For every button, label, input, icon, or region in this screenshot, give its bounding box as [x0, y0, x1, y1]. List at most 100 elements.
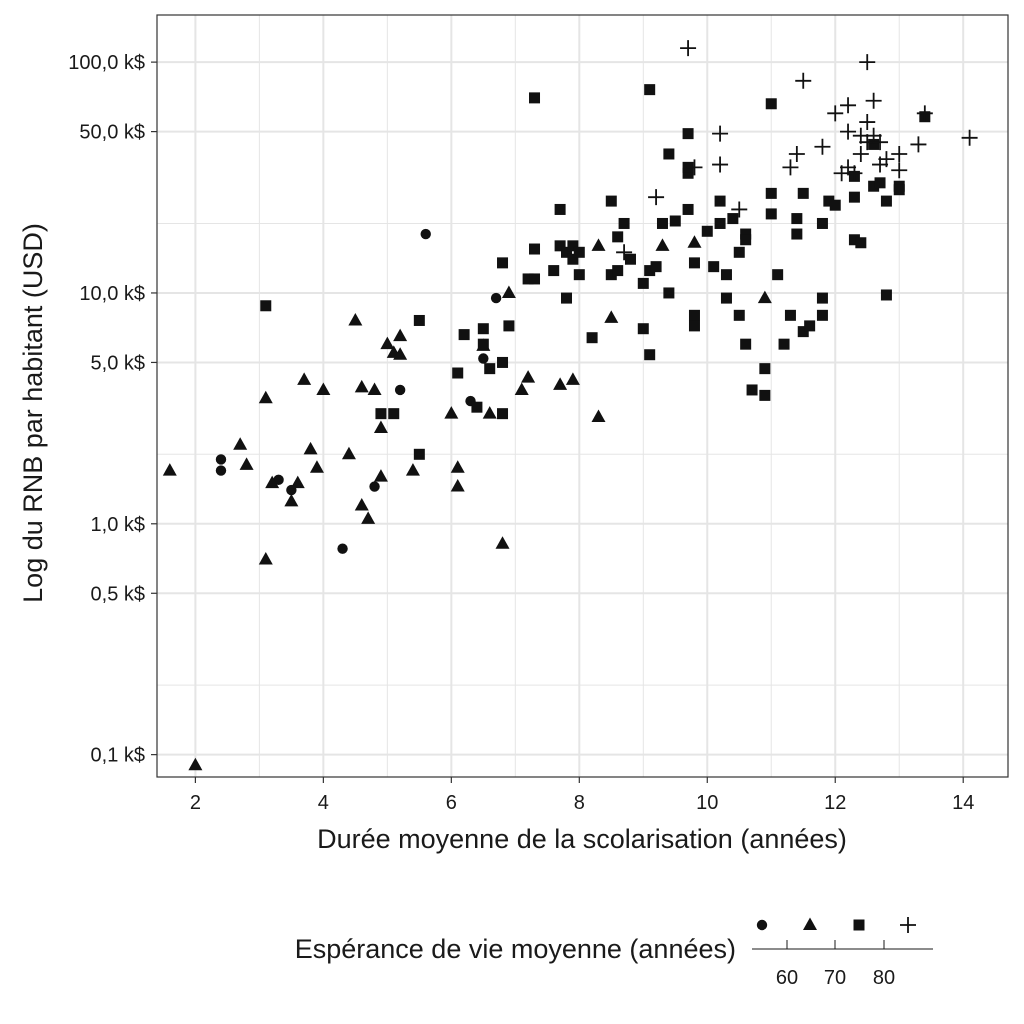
point-square [714, 195, 726, 207]
point-circle [215, 454, 227, 465]
point-triangle [514, 382, 529, 395]
point-square [804, 320, 816, 332]
point-triangle [373, 469, 388, 482]
point-triangle [258, 390, 273, 404]
point-square [573, 246, 585, 258]
point-plus [961, 129, 978, 146]
point-square [548, 265, 560, 277]
point-square [682, 203, 694, 215]
point-triangle [348, 312, 363, 326]
point-circle [490, 292, 502, 304]
point-triangle [309, 460, 324, 473]
point-square [688, 320, 700, 332]
point-triangle [265, 475, 280, 489]
point-square [260, 300, 272, 312]
point-triangle [495, 536, 510, 549]
point-plus [840, 123, 857, 140]
point-square [720, 292, 732, 304]
point-plus [878, 151, 895, 168]
panel-border [156, 14, 1009, 778]
point-triangle [297, 372, 312, 385]
point-triangle [354, 379, 369, 393]
point-plus [686, 159, 703, 176]
point-plus [782, 159, 799, 176]
point-square [720, 269, 732, 281]
point-square [586, 332, 598, 344]
point-square [759, 389, 771, 401]
point-plus [814, 138, 831, 155]
point-plus [916, 105, 933, 122]
y-tick-label: 5,0 k$ [91, 352, 145, 374]
point-square [816, 217, 828, 229]
y-axis: 0,1 k$ 0,5 k$ 1,0 k$ 5,0 k$ 10,0 k$ 50,0 k$ 10… [68, 52, 157, 767]
point-plus [872, 134, 889, 151]
point-square [471, 401, 483, 413]
point-square [880, 195, 892, 207]
point-square [797, 326, 809, 338]
legend: Espérance de vie moyenne (années) 60 70 80 [295, 917, 933, 989]
point-triangle [591, 238, 606, 251]
point-square [554, 203, 566, 215]
x-tick-label: 14 [952, 792, 974, 814]
point-square [740, 228, 752, 240]
point-square [669, 215, 681, 227]
point-square [772, 269, 784, 281]
point-triangle [687, 235, 702, 248]
y-tick-label: 0,1 k$ [91, 745, 145, 767]
y-tick-label: 10,0 k$ [79, 283, 145, 305]
point-triangle [239, 457, 254, 470]
point-plus [616, 244, 633, 261]
point-triangle [162, 463, 177, 476]
point-square [618, 217, 630, 229]
point-plus [788, 145, 805, 162]
x-tick-label: 6 [446, 792, 457, 814]
point-square [816, 292, 828, 304]
point-triangle [361, 511, 376, 524]
point-square [605, 195, 617, 207]
legend-keys [756, 917, 916, 933]
point-triangle [188, 757, 203, 771]
point-triangle [258, 552, 273, 565]
point-square [529, 243, 541, 255]
point-triangle [233, 437, 248, 450]
point-plus [680, 40, 697, 57]
point-square [759, 363, 771, 375]
point-square [477, 323, 489, 335]
point-triangle [501, 285, 516, 298]
data-points [162, 40, 978, 771]
point-square [650, 261, 662, 273]
point-square [413, 314, 425, 326]
point-square [784, 309, 796, 321]
point-square [688, 309, 700, 321]
point-triangle [521, 370, 536, 383]
point-plus [852, 145, 869, 162]
point-square [637, 277, 649, 289]
point-plus [859, 114, 876, 131]
point-square [740, 234, 752, 246]
point-triangle [757, 290, 772, 304]
point-square [388, 408, 400, 420]
point-triangle [290, 475, 305, 489]
point-circle [394, 384, 406, 396]
point-square [375, 408, 387, 420]
point-square [413, 448, 425, 460]
point-triangle [591, 409, 606, 423]
panel-background [157, 15, 1008, 777]
point-triangle [604, 310, 619, 323]
point-square [522, 273, 534, 285]
point-square [853, 919, 865, 931]
point-square [452, 367, 464, 379]
point-plus [900, 917, 916, 933]
point-square [733, 246, 745, 258]
point-triangle [316, 382, 331, 395]
point-square [765, 98, 777, 110]
point-square [682, 167, 694, 179]
point-square [701, 225, 713, 237]
point-square [848, 234, 860, 246]
point-square [484, 363, 496, 375]
x-tick-label: 12 [824, 792, 846, 814]
point-triangle [655, 238, 670, 251]
x-tick-label: 4 [318, 792, 329, 814]
point-triangle [565, 372, 580, 385]
point-square [855, 237, 867, 249]
